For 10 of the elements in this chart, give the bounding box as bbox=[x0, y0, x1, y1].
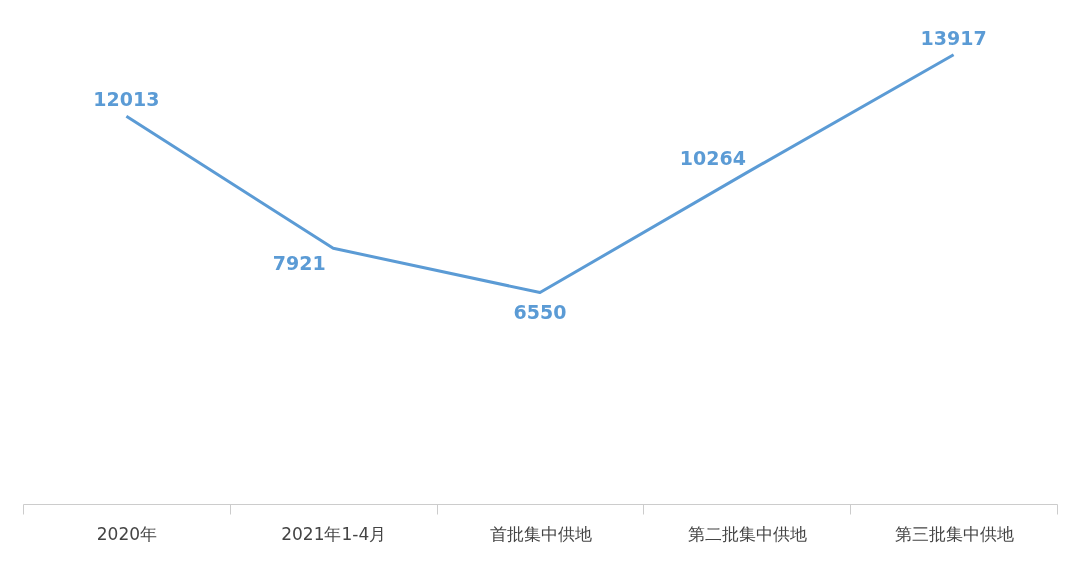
x-tick-label: 首批集中供地 bbox=[489, 523, 592, 544]
x-tick-label: 2021年1-4月 bbox=[281, 523, 387, 544]
data-label: 7921 bbox=[272, 252, 326, 275]
x-tick-label: 2020年 bbox=[96, 523, 158, 544]
data-label: 10264 bbox=[679, 146, 746, 169]
data-label: 13917 bbox=[920, 26, 987, 49]
x-tick-label: 第二批集中供地 bbox=[687, 523, 807, 544]
x-tick-label: 第三批集中供地 bbox=[894, 523, 1014, 544]
data-label: 6550 bbox=[513, 300, 567, 323]
data-label: 12013 bbox=[93, 88, 160, 111]
